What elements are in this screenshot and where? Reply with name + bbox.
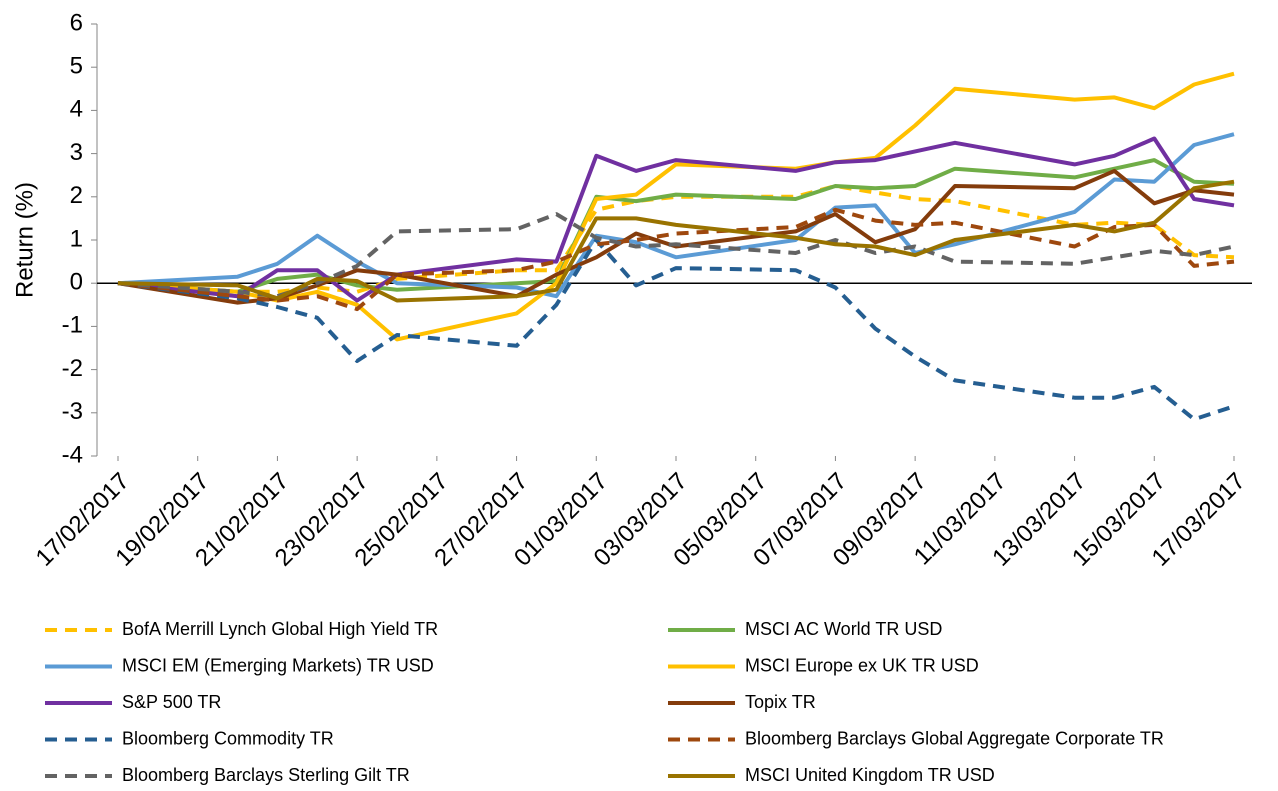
legend-label: Topix TR (745, 692, 816, 712)
legend-label: MSCI Europe ex UK TR USD (745, 655, 979, 675)
legend-label: MSCI United Kingdom TR USD (745, 765, 995, 785)
y-tick-label: 5 (70, 53, 83, 80)
series-line (117, 212, 1235, 299)
series-line (117, 238, 1235, 422)
y-tick-label: 0 (70, 269, 83, 296)
y-tick-label: -1 (62, 312, 83, 339)
y-tick-label: 6 (70, 9, 83, 36)
y-axis-label: Return (%) (11, 182, 38, 298)
legend-label: Bloomberg Commodity TR (122, 728, 334, 748)
series-line (117, 71, 1235, 342)
legend-label: MSCI EM (Emerging Markets) TR USD (122, 655, 434, 675)
y-tick-label: -3 (62, 398, 83, 425)
legend-label: MSCI AC World TR USD (745, 619, 942, 639)
series-line (117, 132, 1235, 299)
series-line (117, 179, 1235, 303)
y-tick-label: 4 (70, 96, 83, 123)
legend-label: S&P 500 TR (122, 692, 221, 712)
y-tick-label: -4 (62, 441, 83, 468)
series-line (117, 184, 1235, 294)
y-tick-label: 2 (70, 182, 83, 209)
legend-label: Bloomberg Barclays Global Aggregate Corp… (745, 728, 1164, 748)
legend-label: Bloomberg Barclays Sterling Gilt TR (122, 765, 410, 785)
y-tick-label: -2 (62, 355, 83, 382)
legend-label: BofA Merrill Lynch Global High Yield TR (122, 619, 438, 639)
y-tick-label: 1 (70, 225, 83, 252)
y-tick-label: 3 (70, 139, 83, 166)
